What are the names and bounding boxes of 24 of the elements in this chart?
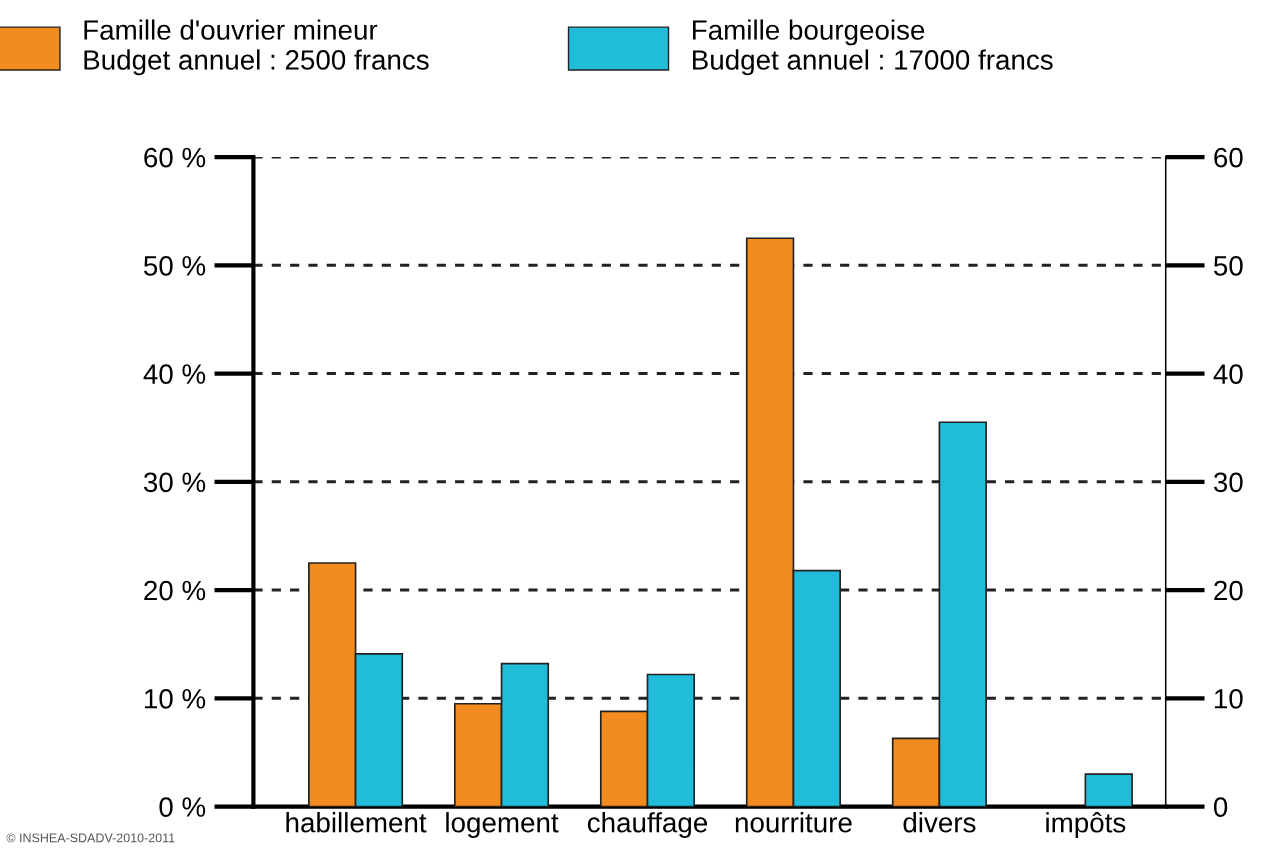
legend-label: Famille bourgeoise Budget annuel : 17000 francs — [693, 19, 1053, 76]
y-tick-label: 40 % — [143, 364, 206, 384]
x-tick-label: nourriture — [735, 812, 852, 833]
legend-label: Famille d'ouvrier mineur Budget annuel : 2500 francs — [84, 19, 429, 76]
bar — [1084, 773, 1133, 807]
y2-tick-label: 60 — [1214, 147, 1243, 168]
y2-tick-label: 0 — [1213, 797, 1228, 817]
x-tick-label: divers — [903, 812, 976, 833]
y2-tick-label: 10 — [1214, 688, 1243, 709]
y-tick-label: 0 % — [159, 797, 206, 817]
y-tick-label: 50 % — [143, 255, 206, 276]
x-tick-label: logement — [446, 812, 559, 838]
x-tick-label: chauffage — [587, 812, 708, 838]
x-tick-label: impôts — [1046, 812, 1126, 839]
y-tick-label: 30 % — [143, 472, 206, 493]
y-tick-label: 20 % — [144, 580, 206, 601]
y-tick-label: 10 % — [144, 688, 206, 709]
text: © INSHEA-SDADV-2010-2011 — [6, 833, 175, 843]
y2-tick-label: 20 — [1214, 580, 1243, 601]
y2-tick-label: 50 — [1213, 255, 1243, 276]
y2-tick-label: 40 — [1213, 364, 1243, 384]
y2-tick-label: 30 — [1213, 472, 1243, 493]
y-tick-label: 60 % — [144, 147, 206, 168]
x-tick-label: habillement — [286, 812, 427, 833]
